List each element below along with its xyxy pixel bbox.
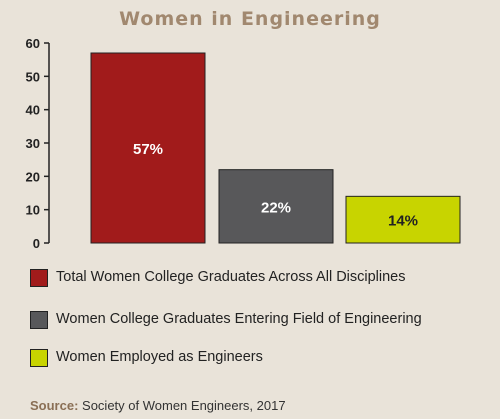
- bar-data-label: 14%: [388, 213, 418, 230]
- bar: [90, 52, 206, 244]
- legend-swatch-yellow: [30, 349, 48, 367]
- bar-data-label: 22%: [261, 199, 291, 216]
- legend-item-total-graduates: Total Women College Graduates Across All…: [30, 268, 490, 290]
- y-tick-label: 10: [26, 203, 40, 218]
- bar: [345, 195, 461, 244]
- legend-swatch-red: [30, 269, 48, 287]
- y-tick-label: 60: [26, 36, 40, 51]
- source-note: Source: Society of Women Engineers, 2017: [30, 398, 286, 413]
- chart-title: Women in Engineering: [119, 8, 381, 30]
- bar-chart: 0 10 20 30 40 50 60 57% 22% 14%: [26, 36, 461, 251]
- y-tick-label: 40: [26, 103, 40, 118]
- y-tick-label: 30: [26, 136, 40, 151]
- bar: [218, 169, 334, 244]
- legend-swatch-gray: [30, 311, 48, 329]
- y-tick-label: 20: [26, 169, 40, 184]
- source-label: Source:: [30, 398, 79, 413]
- y-tick-label: 50: [26, 69, 40, 84]
- legend-item-employed-engineers: Women Employed as Engineers: [30, 348, 490, 370]
- legend-label-employed-engineers: Women Employed as Engineers: [56, 349, 263, 365]
- source-text: Society of Women Engineers, 2017: [82, 398, 286, 413]
- bar-data-label: 57%: [133, 141, 163, 158]
- legend-label-entering-engineering: Women College Graduates Entering Field o…: [56, 311, 422, 327]
- legend-item-entering-engineering: Women College Graduates Entering Field o…: [30, 310, 490, 332]
- y-tick-label: 0: [33, 236, 40, 251]
- legend-label-total-graduates: Total Women College Graduates Across All…: [56, 269, 406, 285]
